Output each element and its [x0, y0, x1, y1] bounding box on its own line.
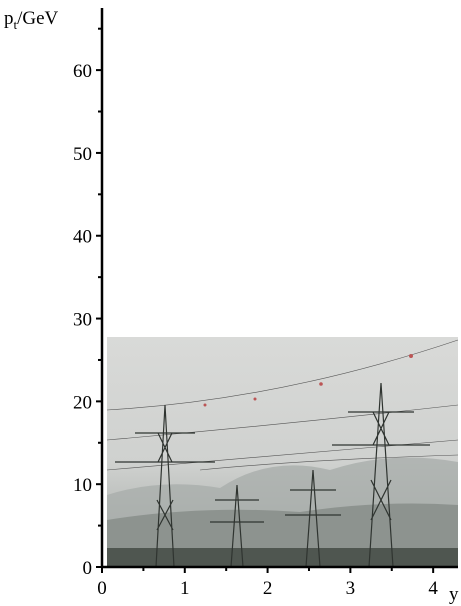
x-tick-label: 4	[428, 578, 438, 599]
y-label-base: p	[4, 8, 14, 29]
y-tick-label: 50	[73, 144, 92, 165]
y-tick-label: 10	[73, 475, 92, 496]
x-axis-label: y	[449, 584, 459, 605]
x-tick-label: 2	[263, 578, 273, 599]
x-tick-label: 1	[180, 578, 190, 599]
x-tick-label: 3	[346, 578, 356, 599]
y-tick-label: 30	[73, 310, 92, 331]
y-tick-label: 20	[73, 392, 92, 413]
y-tick-label: 0	[83, 558, 93, 579]
y-label-suffix: /GeV	[17, 8, 58, 29]
x-tick-label: 0	[97, 578, 107, 599]
y-tick-label: 40	[73, 227, 92, 248]
background-photo	[106, 337, 459, 568]
y-axis-label: pt/GeV	[4, 8, 59, 32]
y-tick-label: 60	[73, 61, 92, 82]
y-label-subscript: t	[14, 17, 18, 32]
marker-balls	[203, 354, 413, 407]
